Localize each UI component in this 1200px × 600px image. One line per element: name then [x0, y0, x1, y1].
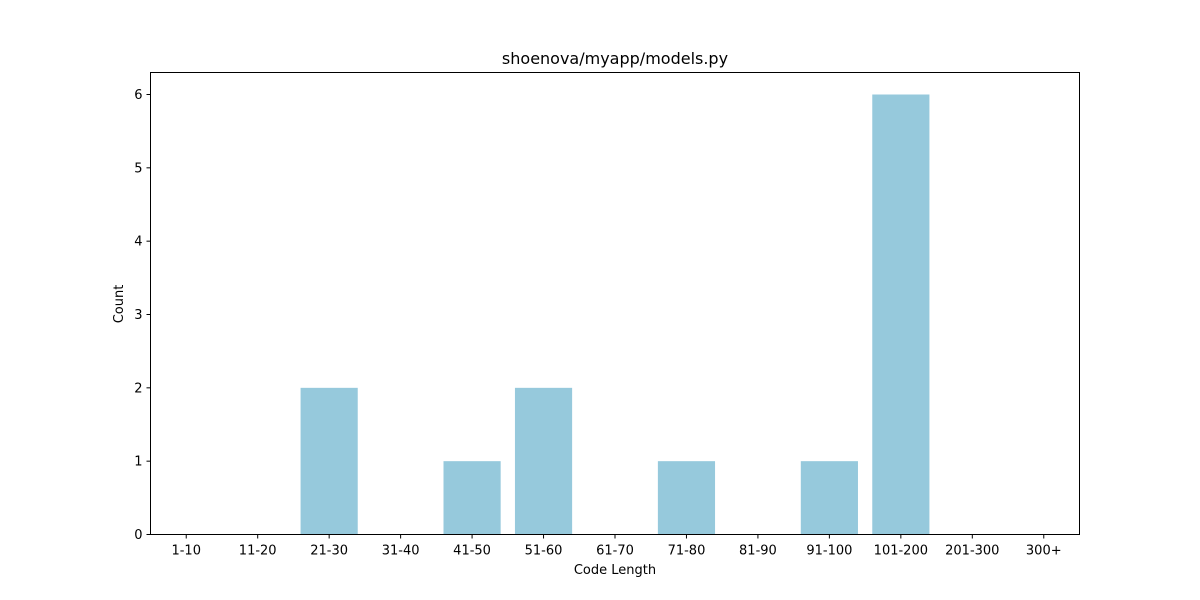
bar-71-80: [657, 461, 716, 535]
y-tick-label: 4: [134, 235, 142, 250]
x-tick-label: 51-60: [525, 544, 563, 559]
x-tick-label: 201-300: [945, 544, 999, 559]
y-tick-label: 3: [134, 308, 142, 323]
x-tick-label: 41-50: [453, 544, 491, 559]
y-tick-label: 2: [134, 381, 142, 396]
y-axis-label: Count: [112, 285, 127, 324]
x-tick-label: 300+: [1026, 544, 1062, 559]
y-tick-label: 0: [134, 528, 142, 543]
chart-title: shoenova/myapp/models.py: [502, 49, 728, 68]
x-axis: 1-10 11-20 21-30 31-40 41-50 51-60 61-70 71-80 8…: [171, 534, 1062, 559]
x-tick-label: 71-80: [668, 544, 706, 559]
bars-group: [300, 94, 930, 535]
x-tick-label: 11-20: [239, 544, 277, 559]
x-tick-label: 1-10: [171, 544, 201, 559]
x-tick-label: 91-100: [806, 544, 852, 559]
x-axis-label: Code Length: [574, 563, 656, 578]
y-axis: 0 1 2 3 4 5 6: [134, 88, 151, 543]
bar-21-30: [300, 387, 358, 535]
bar-51-60: [514, 387, 573, 535]
bar-91-100: [800, 461, 858, 535]
bar-101-200: [872, 94, 930, 535]
bar-41-50: [443, 461, 501, 535]
x-tick-label: 31-40: [382, 544, 420, 559]
x-tick-label: 81-90: [739, 544, 777, 559]
x-tick-label: 61-70: [596, 544, 634, 559]
plot-frame: [150, 72, 1080, 535]
y-tick-label: 6: [134, 88, 142, 103]
y-tick-label: 1: [134, 455, 142, 470]
x-tick-label: 101-200: [874, 544, 928, 559]
x-tick-label: 21-30: [310, 544, 348, 559]
y-tick-label: 5: [134, 161, 142, 176]
